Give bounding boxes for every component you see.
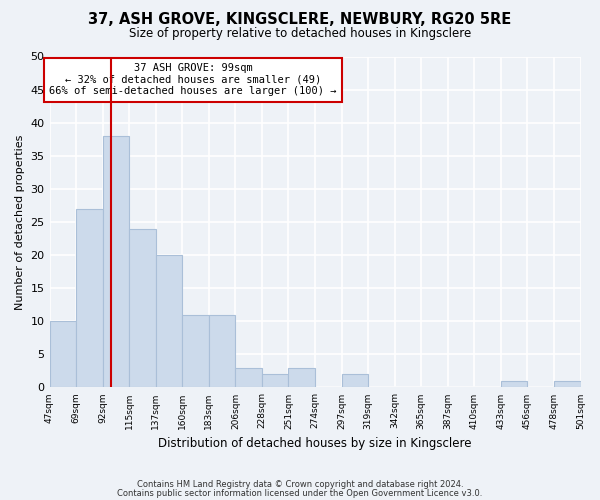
Bar	[262, 374, 289, 388]
Bar	[129, 228, 156, 388]
Bar	[341, 374, 368, 388]
Bar	[156, 255, 182, 388]
Bar	[182, 314, 209, 388]
Bar	[289, 368, 315, 388]
Text: Size of property relative to detached houses in Kingsclere: Size of property relative to detached ho…	[129, 28, 471, 40]
Text: Contains HM Land Registry data © Crown copyright and database right 2024.: Contains HM Land Registry data © Crown c…	[137, 480, 463, 489]
Bar	[209, 314, 235, 388]
Bar	[235, 368, 262, 388]
Bar	[501, 381, 527, 388]
Bar	[103, 136, 129, 388]
X-axis label: Distribution of detached houses by size in Kingsclere: Distribution of detached houses by size …	[158, 437, 472, 450]
Y-axis label: Number of detached properties: Number of detached properties	[15, 134, 25, 310]
Text: 37 ASH GROVE: 99sqm
← 32% of detached houses are smaller (49)
66% of semi-detach: 37 ASH GROVE: 99sqm ← 32% of detached ho…	[49, 63, 337, 96]
Text: 37, ASH GROVE, KINGSCLERE, NEWBURY, RG20 5RE: 37, ASH GROVE, KINGSCLERE, NEWBURY, RG20…	[88, 12, 512, 28]
Bar	[50, 321, 76, 388]
Bar	[76, 208, 103, 388]
Text: Contains public sector information licensed under the Open Government Licence v3: Contains public sector information licen…	[118, 488, 482, 498]
Bar	[554, 381, 581, 388]
